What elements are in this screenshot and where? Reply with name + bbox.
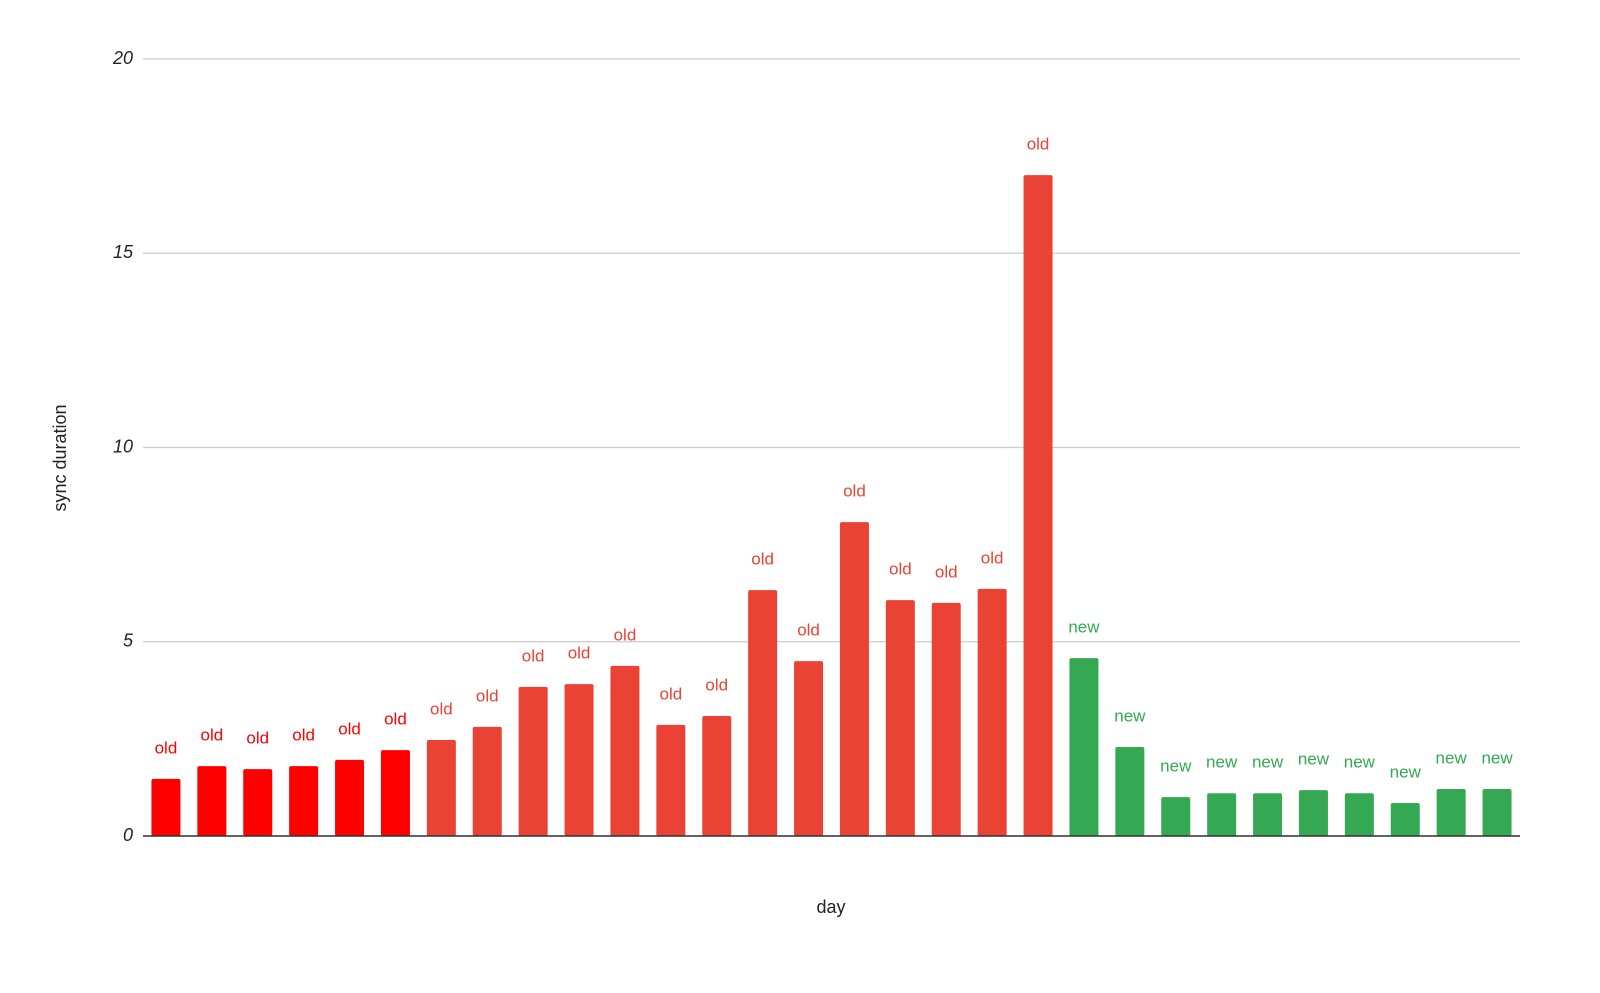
y-tick-label: 5 [123,631,134,651]
bar [839,522,869,836]
bar [197,766,227,836]
bar-label: old [705,675,728,694]
bar-label: new [1252,753,1284,772]
bar [977,588,1007,836]
bar-label: new [1160,757,1192,776]
bar-label: old [614,625,637,644]
bar [1161,797,1191,836]
bar-label: old [797,621,820,640]
bar [702,715,732,836]
bar [289,766,319,836]
bar-label: old [1027,135,1050,154]
bar-label: old [935,562,958,581]
bar [1115,747,1145,836]
x-axis-title: day [816,897,845,917]
bar-label: old [889,560,912,579]
bar [426,740,456,836]
bar [151,778,181,836]
bar-label: old [751,550,774,569]
bar [656,724,686,836]
bar-label: old [246,729,269,748]
bar-label: old [660,684,683,703]
y-tick-label: 15 [113,242,134,262]
y-axis-title: sync duration [50,404,70,511]
y-tick-label: 20 [112,48,133,68]
bar-label: old [384,710,407,729]
bar-label: old [201,726,224,745]
bar-label: old [476,686,499,705]
bar-label: new [1344,753,1376,772]
bar [1298,790,1328,836]
bar [1482,788,1512,836]
bar [335,759,365,836]
bar-label: new [1390,762,1422,781]
y-tick-label: 0 [123,825,133,845]
bar-label: old [338,719,361,738]
bar [748,590,778,836]
bar [1253,793,1283,836]
bar-label: new [1298,750,1330,769]
bar [518,686,548,836]
bar [1344,793,1374,836]
bar-label: new [1206,753,1238,772]
bar [380,750,410,836]
bar-label: old [843,482,866,501]
bar-label: new [1068,618,1100,637]
bar [794,661,824,836]
bar [931,602,961,836]
bar [610,665,640,836]
bar [885,600,915,836]
bar [1069,658,1099,836]
bar [1023,175,1053,836]
bar [564,684,594,836]
bar-label: old [981,548,1004,567]
y-tick-label: 10 [113,436,133,456]
bar-label: old [155,738,178,757]
bar [472,726,502,836]
bar-label: old [568,644,591,663]
bar-label: new [1114,707,1146,726]
bar-label: old [292,726,315,745]
bar [1436,788,1466,836]
bar-label: new [1436,748,1468,767]
bar [243,769,273,836]
bar-label: old [522,646,545,665]
bar-label: old [430,700,453,719]
bar [1207,793,1237,836]
bar [1390,802,1420,836]
bar-label: new [1481,748,1513,767]
